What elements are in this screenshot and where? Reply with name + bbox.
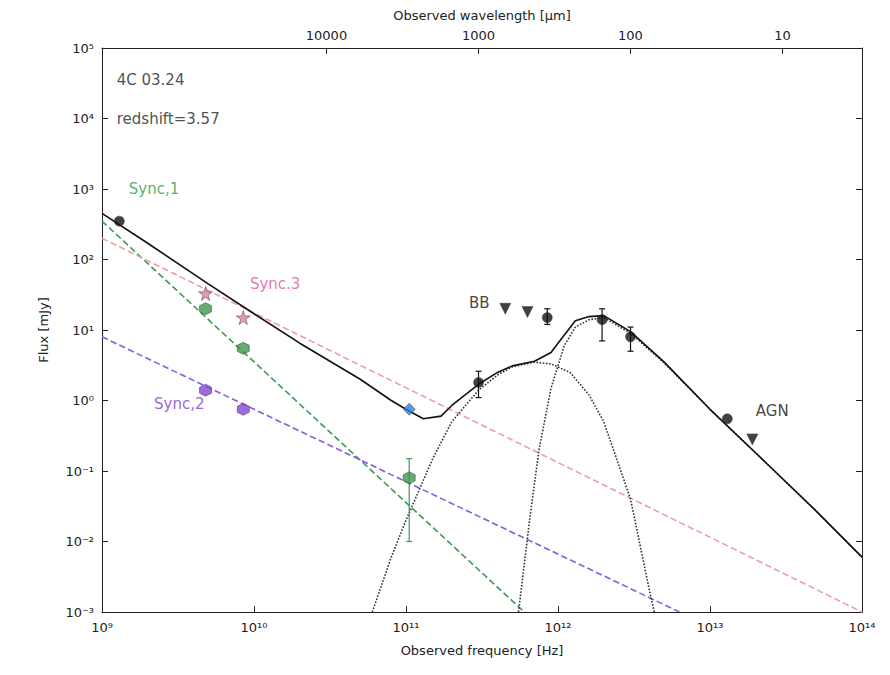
- svg-text:Observed wavelength [μm]: Observed wavelength [μm]: [393, 8, 571, 23]
- svg-text:10: 10: [774, 28, 791, 43]
- svg-text:10⁻²: 10⁻²: [65, 534, 94, 549]
- svg-text:10¹⁴: 10¹⁴: [849, 620, 876, 635]
- svg-text:10¹⁰: 10¹⁰: [241, 620, 268, 635]
- svg-text:10¹³: 10¹³: [697, 620, 724, 635]
- svg-text:redshift=3.57: redshift=3.57: [117, 110, 220, 128]
- svg-text:Observed frequency [Hz]: Observed frequency [Hz]: [401, 643, 564, 658]
- svg-text:10⁻³: 10⁻³: [65, 605, 94, 620]
- svg-text:AGN: AGN: [756, 402, 789, 420]
- svg-text:10⁻¹: 10⁻¹: [65, 464, 94, 479]
- svg-text:BB: BB: [469, 294, 490, 312]
- svg-text:10¹¹: 10¹¹: [393, 620, 420, 635]
- svg-text:10⁵: 10⁵: [72, 41, 94, 56]
- svg-text:1000: 1000: [462, 28, 495, 43]
- svg-text:100: 100: [618, 28, 643, 43]
- svg-text:Sync,1: Sync,1: [129, 180, 179, 198]
- svg-text:10000: 10000: [306, 28, 347, 43]
- svg-text:10²: 10²: [72, 252, 94, 267]
- svg-text:10⁹: 10⁹: [91, 620, 113, 635]
- svg-text:10¹²: 10¹²: [545, 620, 572, 635]
- svg-text:10³: 10³: [72, 182, 94, 197]
- svg-text:4C 03.24: 4C 03.24: [117, 71, 185, 89]
- svg-text:10⁰: 10⁰: [72, 393, 94, 408]
- svg-text:10⁴: 10⁴: [72, 111, 94, 126]
- svg-text:Sync,2: Sync,2: [154, 395, 204, 413]
- svg-text:Flux [mJy]: Flux [mJy]: [36, 297, 51, 363]
- svg-text:Sync.3: Sync.3: [250, 275, 300, 293]
- svg-text:10¹: 10¹: [72, 323, 94, 338]
